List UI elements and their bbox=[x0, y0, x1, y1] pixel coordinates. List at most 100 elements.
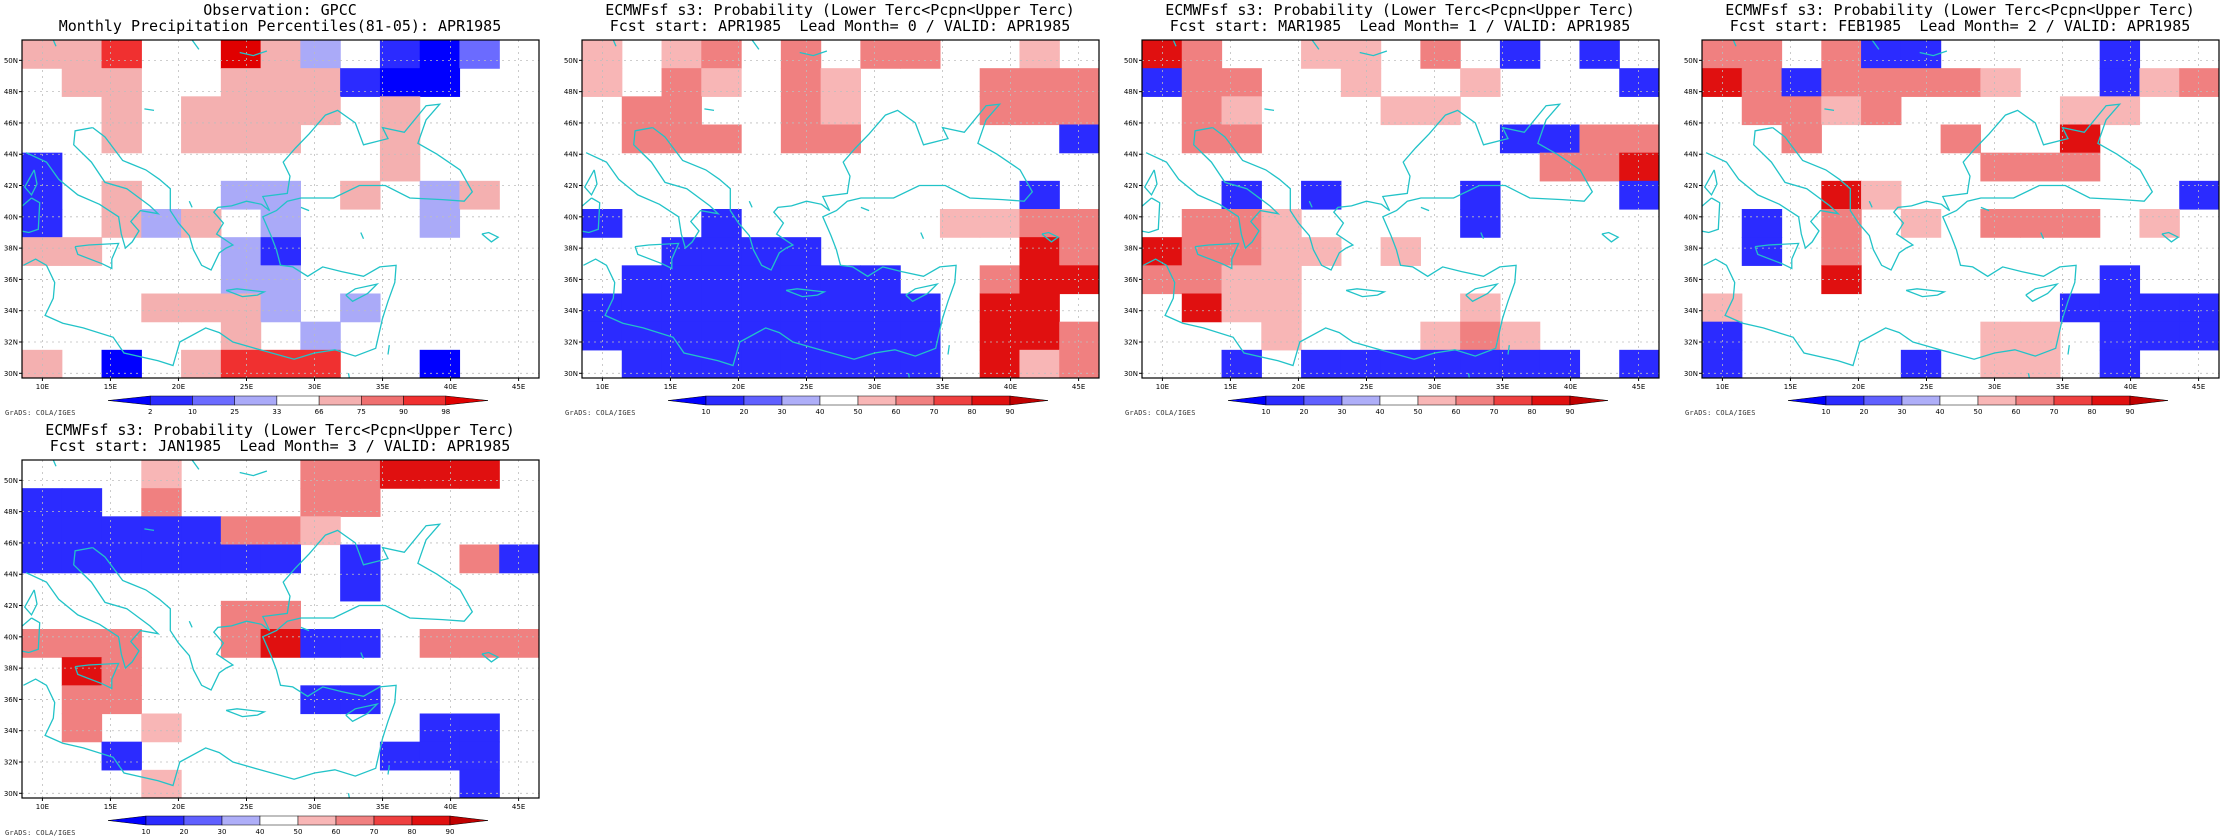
grid-cell bbox=[979, 68, 1021, 97]
grid-cell bbox=[1579, 40, 1620, 69]
grid-cell bbox=[2099, 40, 2141, 69]
lat-tick-label: 40N bbox=[1684, 213, 1698, 221]
grid-cell bbox=[1221, 124, 1262, 154]
grid-cell bbox=[820, 321, 861, 351]
grid-cell bbox=[701, 237, 742, 266]
lon-tick-label: 45E bbox=[1072, 383, 1085, 391]
colorbar-swatch bbox=[1341, 395, 1381, 406]
grid-cell bbox=[340, 68, 381, 97]
grid-cell bbox=[499, 544, 539, 574]
grid-cell bbox=[340, 629, 381, 658]
grid-cell bbox=[101, 96, 142, 126]
grid-cell bbox=[220, 40, 262, 69]
colorbar-label: 60 bbox=[332, 828, 341, 836]
coastlines bbox=[582, 40, 1099, 378]
grid-cell bbox=[260, 209, 301, 238]
lon-tick-label: 45E bbox=[512, 803, 525, 811]
colorbar-swatch bbox=[1455, 395, 1495, 406]
colorbar-swatch bbox=[335, 815, 375, 826]
lat-tick-label: 34N bbox=[4, 307, 18, 315]
lat-tick-label: 46N bbox=[1684, 119, 1698, 127]
colorbar-swatch bbox=[2053, 395, 2093, 406]
lon-tick-label: 30E bbox=[1988, 383, 2001, 391]
grid-cell bbox=[1221, 349, 1262, 378]
grid-cell bbox=[1499, 40, 1541, 69]
grid-cell bbox=[2059, 293, 2101, 323]
grid-cell bbox=[101, 657, 142, 686]
panel-titles: Observation: GPCC Monthly Precipitation P… bbox=[0, 2, 560, 34]
colorbar-swatch bbox=[1417, 395, 1457, 406]
grid-cell bbox=[2099, 68, 2141, 97]
grid-cell bbox=[300, 40, 341, 69]
lat-tick-label: 48N bbox=[1124, 88, 1138, 96]
colorbar-label: 20 bbox=[1860, 408, 1869, 416]
panel-title-line2: Fcst start: APR1985 Lead Month= 0 / VALI… bbox=[609, 17, 1071, 35]
grid-cell bbox=[379, 152, 421, 182]
colorbar-label: 40 bbox=[816, 408, 825, 416]
grid-cell bbox=[1619, 152, 1659, 182]
grid-cell bbox=[1460, 68, 1501, 97]
grid-cell bbox=[780, 40, 822, 69]
map-chart: 10E 15E 20E 25E 30E 35E 40E 45E 30N 32N 34N 36N 38N 4… bbox=[564, 39, 1100, 416]
grid-cell bbox=[1380, 349, 1421, 378]
grid-cell bbox=[1019, 96, 1060, 126]
lon-tick-label: 10E bbox=[1156, 383, 1169, 391]
lat-tick-label: 36N bbox=[564, 276, 578, 284]
grid-cell bbox=[661, 124, 702, 154]
grid-cell bbox=[459, 460, 500, 489]
lat-tick-label: 34N bbox=[1124, 307, 1138, 315]
map-chart: 10E 15E 20E 25E 30E 35E 40E 45E 30N 32N 34N 36N 38N 4… bbox=[1124, 39, 1660, 416]
lat-tick-label: 48N bbox=[4, 88, 18, 96]
grid-cell bbox=[1702, 321, 1743, 351]
grid-cell bbox=[2139, 293, 2180, 323]
colorbar-swatch bbox=[1939, 395, 1979, 406]
colorbar-swatch bbox=[1901, 395, 1941, 406]
lat-tick-label: 44N bbox=[1124, 151, 1138, 159]
grads-credit: GrADS: COLA/IGES bbox=[5, 409, 76, 417]
colorbar-label: 70 bbox=[2050, 408, 2059, 416]
grid-cell bbox=[1499, 349, 1541, 378]
map-panel-2: ECMWFsf s3: Probability (Lower Terc<Pcpn… bbox=[560, 0, 1120, 420]
grid-cell bbox=[701, 293, 742, 323]
colorbar-swatch bbox=[192, 395, 235, 406]
grid-cell bbox=[220, 293, 262, 323]
grid-cell bbox=[181, 349, 222, 378]
grid-cell bbox=[1980, 152, 2021, 182]
lon-tick-label: 20E bbox=[1292, 383, 1305, 391]
colorbar-label: 50 bbox=[294, 828, 303, 836]
grid-cell bbox=[61, 685, 103, 715]
grid-cell bbox=[260, 629, 301, 658]
grid-cell bbox=[1181, 265, 1223, 295]
grid-cell bbox=[300, 460, 341, 489]
grid-cell bbox=[419, 68, 461, 97]
colorbar-swatch bbox=[1531, 395, 1571, 406]
grid-cell bbox=[1619, 349, 1659, 378]
grid-cell bbox=[621, 124, 663, 154]
grid-cell bbox=[900, 293, 941, 323]
grid-cell bbox=[1181, 209, 1223, 238]
colorbar-label: 30 bbox=[218, 828, 227, 836]
grid-cell bbox=[141, 544, 182, 574]
grid-cell bbox=[61, 488, 103, 517]
grid-cell bbox=[780, 349, 822, 378]
grid-cell bbox=[701, 124, 742, 154]
lat-tick-label: 42N bbox=[4, 182, 18, 190]
grid-cell bbox=[1619, 124, 1659, 154]
colorbar-swatch bbox=[149, 395, 193, 406]
grid-cell bbox=[300, 68, 341, 97]
lon-tick-label: 35E bbox=[376, 383, 389, 391]
grid-cell bbox=[701, 321, 742, 351]
grid-cell bbox=[1221, 293, 1262, 323]
grid-cell bbox=[2020, 321, 2061, 351]
lon-tick-label: 20E bbox=[172, 803, 185, 811]
lat-tick-label: 38N bbox=[4, 245, 18, 253]
grid-cell bbox=[2099, 349, 2141, 378]
grid-cell bbox=[661, 349, 702, 378]
grid-cell bbox=[260, 96, 301, 126]
grid-cell bbox=[141, 488, 182, 517]
grid-cell bbox=[1821, 96, 1862, 126]
panel-title-line2: Fcst start: FEB1985 Lead Month= 2 / VALI… bbox=[1729, 17, 2191, 35]
grid-cell bbox=[340, 293, 381, 323]
grid-cell bbox=[1181, 68, 1223, 97]
lat-tick-label: 50N bbox=[564, 57, 578, 65]
